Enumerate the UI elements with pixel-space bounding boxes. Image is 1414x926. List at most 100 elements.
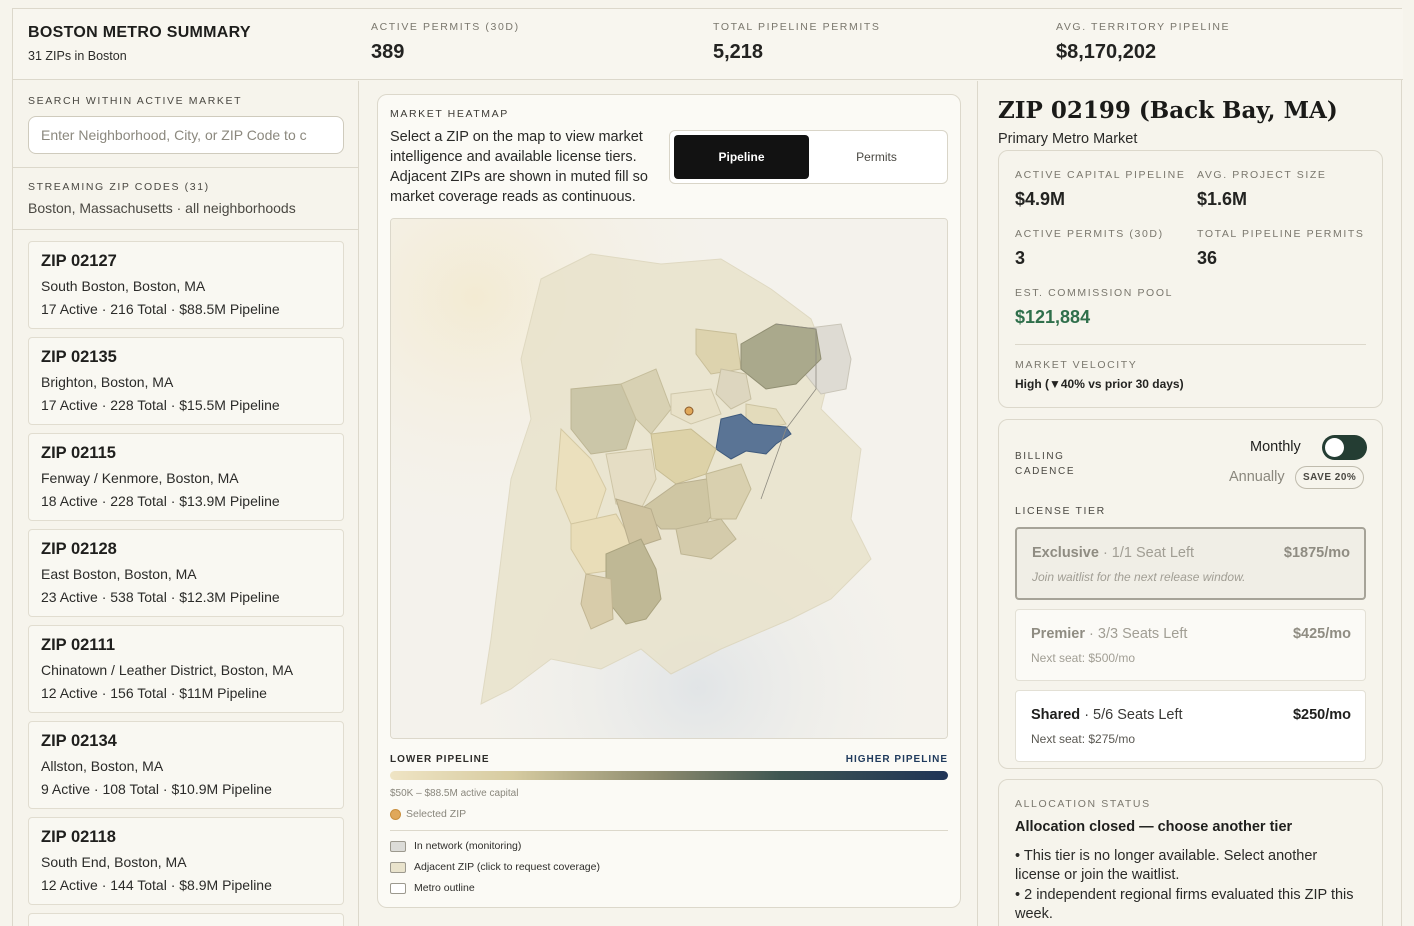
toggle-knob bbox=[1325, 438, 1344, 457]
key-adjacent: Adjacent ZIP (click to request coverage) bbox=[390, 861, 600, 873]
map-svg bbox=[391, 219, 947, 738]
zip-card[interactable]: ZIP 02135 Brighton, Boston, MA 17 Active… bbox=[28, 337, 344, 425]
tier-name: Shared · 5/6 Seats Left bbox=[1031, 707, 1183, 723]
zip-region[interactable] bbox=[670, 388, 722, 425]
stat-value: 5,218 bbox=[713, 41, 764, 63]
zip-card-stats: 12 Active · 144 Total · $8.9M Pipeline bbox=[41, 877, 272, 893]
key-label: In network (monitoring) bbox=[414, 840, 522, 852]
selected-zip-label: Selected ZIP bbox=[406, 808, 467, 820]
selected-zip-key: Selected ZIP bbox=[390, 808, 466, 820]
zip-card-title: ZIP 02134 bbox=[41, 732, 117, 750]
zip-card[interactable]: ZIP 02134 Allston, Boston, MA 9 Active ·… bbox=[28, 721, 344, 809]
tier-name: Exclusive · 1/1 Seat Left bbox=[1032, 545, 1195, 561]
zip-card-location: Fenway / Kenmore, Boston, MA bbox=[41, 470, 239, 486]
harbor-line bbox=[760, 323, 817, 500]
zip-card-location: Chinatown / Leather District, Boston, MA bbox=[41, 662, 294, 678]
billing-toggle[interactable] bbox=[1322, 435, 1367, 460]
key-label: Adjacent ZIP (click to request coverage) bbox=[414, 861, 600, 873]
zip-detail-subtitle: Primary Metro Market bbox=[998, 131, 1138, 147]
license-tier-label: LICENSE TIER bbox=[1015, 505, 1106, 517]
zip-card-stats: 18 Active · 228 Total · $13.9M Pipeline bbox=[41, 493, 280, 509]
tier-note: Join waitlist for the next release windo… bbox=[1032, 570, 1246, 584]
zip-detail-title: ZIP 02199 (Back Bay, MA) bbox=[998, 97, 1338, 124]
app-frame: BOSTON METRO SUMMARY 31 ZIPs in Boston A… bbox=[12, 8, 1403, 926]
zip-list: ZIP 02127 South Boston, Boston, MA 17 Ac… bbox=[28, 241, 344, 926]
zip-card[interactable]: ZIP 02127 South Boston, Boston, MA 17 Ac… bbox=[28, 241, 344, 329]
tier-exclusive[interactable]: Exclusive · 1/1 Seat Left $1875/mo Join … bbox=[1015, 527, 1366, 600]
zip-card-title: ZIP 02118 bbox=[41, 828, 116, 846]
divider bbox=[390, 830, 948, 831]
search-label: SEARCH WITHIN ACTIVE MARKET bbox=[28, 95, 243, 107]
divider bbox=[13, 229, 359, 230]
tier-price: $425/mo bbox=[1292, 626, 1351, 642]
tier-name: Premier · 3/3 Seats Left bbox=[1031, 626, 1188, 642]
selected-zip-marker[interactable] bbox=[684, 406, 694, 416]
tier-premier[interactable]: Premier · 3/3 Seats Left $425/mo Next se… bbox=[1015, 609, 1366, 681]
pipeline-gradient-legend bbox=[390, 771, 948, 780]
billing-annually[interactable]: Annually bbox=[1229, 469, 1285, 485]
metric-label: TOTAL PIPELINE PERMITS bbox=[1197, 228, 1365, 240]
toggle-permits[interactable]: Permits bbox=[856, 150, 897, 164]
heatmap-label: MARKET HEATMAP bbox=[390, 108, 509, 120]
stat-value: 389 bbox=[371, 41, 405, 63]
stat-value: $8,170,202 bbox=[1056, 41, 1157, 63]
swatch-icon bbox=[390, 882, 406, 894]
stat-label: TOTAL PIPELINE PERMITS bbox=[713, 21, 881, 33]
zip-map[interactable] bbox=[390, 218, 948, 739]
streaming-subtitle: Boston, Massachusetts · all neighborhood… bbox=[28, 200, 296, 216]
divider bbox=[1015, 344, 1366, 345]
billing-label: BILLING CADENCE bbox=[1015, 451, 1076, 477]
stat-label: ACTIVE PERMITS (30D) bbox=[371, 21, 520, 33]
metric-value: $4.9M bbox=[1015, 189, 1066, 209]
billing-monthly[interactable]: Monthly bbox=[1250, 439, 1301, 455]
market-heatmap-card: MARKET HEATMAP Select a ZIP on the map t… bbox=[377, 94, 961, 908]
zip-card-title: ZIP 02115 bbox=[41, 444, 116, 462]
zip-region[interactable] bbox=[715, 368, 752, 410]
metric-label: MARKET VELOCITY bbox=[1015, 359, 1138, 371]
metric-value: $1.6M bbox=[1197, 189, 1248, 209]
summary-subtitle: 31 ZIPs in Boston bbox=[28, 49, 127, 63]
zip-card[interactable]: ZIP 02115 Fenway / Kenmore, Boston, MA 1… bbox=[28, 433, 344, 521]
zip-region[interactable] bbox=[605, 448, 657, 510]
tier-price: $1875/mo bbox=[1283, 545, 1350, 561]
zip-card[interactable]: ZIP 02111 Chinatown / Leather District, … bbox=[28, 625, 344, 713]
zip-card-stats: 17 Active · 216 Total · $88.5M Pipeline bbox=[41, 301, 280, 317]
streaming-label: STREAMING ZIP CODES (31) bbox=[28, 181, 210, 193]
allocation-panel: ALLOCATION STATUS Allocation closed — ch… bbox=[998, 779, 1383, 926]
metric-value: 3 bbox=[1015, 248, 1026, 268]
zip-region[interactable] bbox=[675, 518, 737, 560]
zip-region[interactable] bbox=[705, 463, 752, 520]
selected-dot-icon bbox=[390, 808, 401, 820]
zip-region-selected-02199[interactable] bbox=[715, 413, 792, 460]
zip-card-title: ZIP 02135 bbox=[41, 348, 117, 366]
metric-label: ACTIVE PERMITS (30D) bbox=[1015, 228, 1164, 240]
legend-low-label: LOWER PIPELINE bbox=[390, 754, 490, 765]
key-in-network: In network (monitoring) bbox=[390, 840, 521, 852]
swatch-icon bbox=[390, 861, 406, 873]
zip-region[interactable] bbox=[615, 498, 662, 550]
zip-detail-panel: ZIP 02199 (Back Bay, MA) Primary Metro M… bbox=[977, 81, 1403, 926]
zip-card[interactable]: ZIP 02128 East Boston, Boston, MA 23 Act… bbox=[28, 529, 344, 617]
key-metro-outline: Metro outline bbox=[390, 882, 475, 894]
stat-avg-territory: AVG. TERRITORY PIPELINE $8,170,202 bbox=[1056, 21, 1230, 64]
zip-card-title: ZIP 02127 bbox=[41, 252, 117, 270]
license-panel: BILLING CADENCE Monthly Annually SAVE 20… bbox=[998, 419, 1383, 769]
legend-high-label: HIGHER PIPELINE bbox=[845, 754, 948, 765]
zip-card-location: Allston, Boston, MA bbox=[41, 758, 164, 774]
metric-label: ACTIVE CAPITAL PIPELINE bbox=[1015, 169, 1186, 181]
search-input[interactable] bbox=[28, 116, 344, 154]
tier-shared[interactable]: Shared · 5/6 Seats Left $250/mo Next sea… bbox=[1015, 690, 1366, 762]
zip-card-location: South Boston, Boston, MA bbox=[41, 278, 206, 294]
tier-note: Next seat: $500/mo bbox=[1031, 651, 1136, 665]
save-badge: SAVE 20% bbox=[1295, 466, 1365, 489]
zip-card-stats: 9 Active · 108 Total · $10.9M Pipeline bbox=[41, 781, 272, 797]
zip-region[interactable] bbox=[620, 368, 672, 435]
zip-region[interactable] bbox=[580, 573, 614, 630]
toggle-pipeline[interactable]: Pipeline bbox=[674, 135, 809, 179]
stat-total-pipeline: TOTAL PIPELINE PERMITS 5,218 bbox=[713, 21, 880, 64]
swatch-icon bbox=[390, 840, 406, 852]
zip-card[interactable]: ZIP 02118 South End, Boston, MA 12 Activ… bbox=[28, 817, 344, 905]
metric-label: EST. COMMISSION POOL bbox=[1015, 287, 1174, 299]
allocation-label: ALLOCATION STATUS bbox=[1015, 798, 1151, 810]
zip-card[interactable] bbox=[28, 913, 344, 926]
